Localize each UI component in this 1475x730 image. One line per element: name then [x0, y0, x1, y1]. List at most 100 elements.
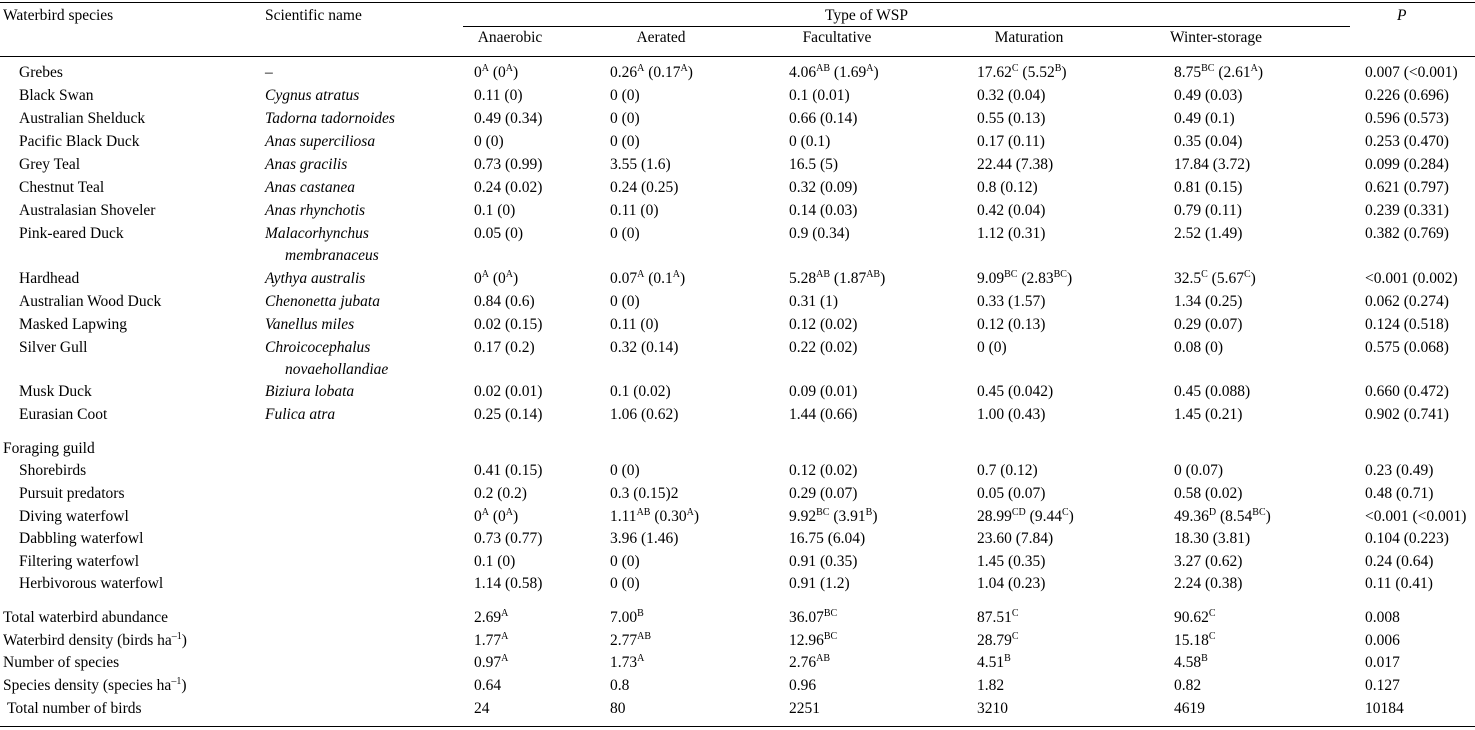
- table-cell: 0.49 (0.03): [1174, 87, 1243, 104]
- table-top-rule: [0, 2, 1475, 3]
- table-cell: 0.09 (0.01): [789, 383, 858, 400]
- p-value-cell: 0.23 (0.49): [1365, 462, 1434, 479]
- table-cell: 0.7 (0.12): [977, 462, 1038, 479]
- table-cell: 2.77AB: [610, 631, 652, 650]
- p-value-cell: 0.382 (0.769): [1365, 225, 1449, 242]
- table-cell: 4619: [1174, 700, 1205, 717]
- table-cell: 0.12 (0.13): [977, 316, 1046, 333]
- scientific-name: –: [265, 64, 273, 81]
- p-value-cell: 0.660 (0.472): [1365, 383, 1449, 400]
- table-cell: 0.96: [789, 677, 817, 694]
- table-cell: 2251: [789, 700, 820, 717]
- table-cell: 0.11 (0): [474, 87, 523, 104]
- table-cell: 0.49 (0.1): [1174, 110, 1235, 127]
- p-value-cell: 0.099 (0.284): [1365, 156, 1449, 173]
- table-cell: 0.17 (0.11): [977, 133, 1045, 150]
- p-value-cell: 0.48 (0.71): [1365, 485, 1434, 502]
- p-value-cell: 0.596 (0.573): [1365, 110, 1449, 127]
- group-header-rule: [463, 26, 1350, 27]
- wsp-type-header: Maturation: [994, 29, 1064, 46]
- species-row-label: Australasian Shoveler: [19, 202, 156, 219]
- table-cell: 1.73A: [610, 653, 645, 672]
- table-cell: 17.62C (5.52B): [977, 63, 1067, 82]
- table-cell: 18.30 (3.81): [1174, 530, 1251, 547]
- p-value-cell: 0.104 (0.223): [1365, 530, 1449, 547]
- table-cell: 0.3 (0.15)2: [610, 485, 679, 502]
- p-value-cell: <0.001 (<0.001): [1365, 508, 1467, 525]
- p-value-cell: 0.253 (0.470): [1365, 133, 1449, 150]
- table-cell: 0.17 (0.2): [474, 339, 535, 356]
- table-cell: 1.82: [977, 677, 1005, 694]
- table-cell: 16.5 (5): [789, 156, 839, 173]
- table-cell: 0.12 (0.02): [789, 462, 858, 479]
- table-cell: 0 (0.1): [789, 133, 831, 150]
- table-cell: 0 (0): [610, 133, 640, 150]
- table-cell: 22.44 (7.38): [977, 156, 1054, 173]
- guild-row-label: Pursuit predators: [19, 485, 125, 502]
- table-cell: 0.32 (0.09): [789, 179, 858, 196]
- wsp-type-header: Winter-storage: [1169, 29, 1263, 46]
- guild-row-label: Filtering waterfowl: [19, 553, 140, 570]
- summary-row-label: Number of species: [3, 654, 120, 671]
- p-value-cell: 0.902 (0.741): [1365, 406, 1449, 423]
- table-cell: 0 (0): [610, 553, 640, 570]
- table-cell: 1.34 (0.25): [1174, 293, 1243, 310]
- species-column-header: Waterbird species: [3, 7, 114, 24]
- guild-row-label: Herbivorous waterfowl: [19, 575, 164, 592]
- table-cell: 0.45 (0.042): [977, 383, 1054, 400]
- table-cell: 0 (0): [610, 293, 640, 310]
- species-row-label: Chestnut Teal: [19, 179, 105, 196]
- table-cell: 0.45 (0.088): [1174, 383, 1251, 400]
- table-cell: 0.02 (0.01): [474, 383, 543, 400]
- scientific-name: Chenonetta jubata: [265, 293, 380, 310]
- table-cell: 0 (0): [610, 87, 640, 104]
- p-value-cell: 0.017: [1365, 654, 1400, 671]
- p-value-column-header: P: [1397, 7, 1407, 24]
- p-value-cell: 10184: [1365, 700, 1404, 717]
- wsp-type-header: Aerated: [636, 29, 686, 46]
- table-cell: 0.14 (0.03): [789, 202, 858, 219]
- scientific-name: novaehollandiae: [285, 361, 389, 378]
- table-cell: 36.07BC: [789, 608, 838, 627]
- table-cell: 1.45 (0.35): [977, 553, 1046, 570]
- table-cell: 9.09BC (2.83BC): [977, 269, 1073, 288]
- table-cell: 4.51B: [977, 653, 1011, 672]
- p-value-cell: 0.621 (0.797): [1365, 179, 1449, 196]
- table-cell: 0.1 (0): [474, 553, 516, 570]
- scientific-name: Anas superciliosa: [265, 133, 376, 150]
- table-cell: 0.2 (0.2): [474, 485, 527, 502]
- table-cell: 15.18C: [1174, 631, 1216, 650]
- table-cell: 1.06 (0.62): [610, 406, 679, 423]
- table-cell: 0.91 (1.2): [789, 575, 850, 592]
- table-cell: 87.51C: [977, 608, 1019, 627]
- wsp-type-header: Facultative: [802, 29, 872, 46]
- table-cell: 23.60 (7.84): [977, 530, 1054, 547]
- table-cell: 0.8: [610, 677, 630, 694]
- table-cell: 0.11 (0): [610, 202, 659, 219]
- table-cell: 17.84 (3.72): [1174, 156, 1251, 173]
- guild-row-label: Diving waterfowl: [19, 508, 129, 525]
- table-cell: 0.08 (0): [1174, 339, 1224, 356]
- summary-row-label: Total number of birds: [7, 700, 142, 717]
- scientific-name: Biziura lobata: [265, 383, 355, 400]
- scientific-name: Fulica atra: [265, 406, 336, 423]
- scientific-name-column-header: Scientific name: [265, 7, 362, 24]
- species-row-label: Grebes: [19, 64, 63, 81]
- table-cell: 0.79 (0.11): [1174, 202, 1242, 219]
- scientific-name: Chroicocephalus: [265, 339, 371, 356]
- table-cell: 2.76AB: [789, 653, 831, 672]
- species-row-label: Pacific Black Duck: [19, 133, 140, 150]
- summary-row-label: Waterbird density (birds ha–1): [3, 631, 187, 650]
- p-value-cell: 0.062 (0.274): [1365, 293, 1449, 310]
- table-cell: 0.24 (0.02): [474, 179, 543, 196]
- table-cell: 1.12 (0.31): [977, 225, 1046, 242]
- table-cell: 1.11AB (0.30A): [610, 507, 700, 526]
- species-row-label: Pink-eared Duck: [19, 225, 124, 242]
- p-value-cell: 0.007 (<0.001): [1365, 64, 1458, 81]
- table-cell: 0.22 (0.02): [789, 339, 858, 356]
- table-cell: 2.24 (0.38): [1174, 575, 1243, 592]
- table-cell: 9.92BC (3.91B): [789, 507, 878, 526]
- table-cell: 0 (0): [610, 225, 640, 242]
- species-row-label: Musk Duck: [19, 383, 92, 400]
- table-cell: 16.75 (6.04): [789, 530, 866, 547]
